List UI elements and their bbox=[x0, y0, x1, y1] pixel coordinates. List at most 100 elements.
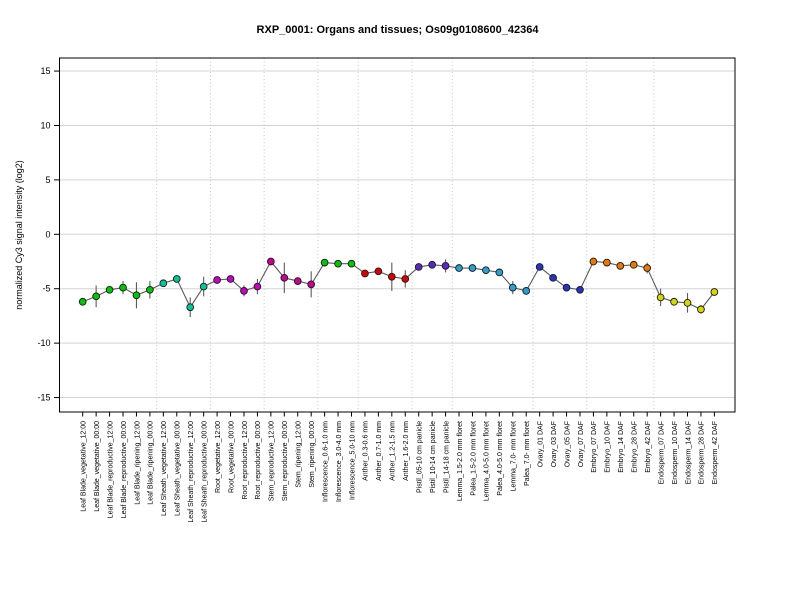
y-tick-label: -5 bbox=[42, 284, 50, 294]
x-category-label: Embryo_28 DAF bbox=[632, 421, 639, 473]
x-category-label: Inflorescence_3.0-4.0 mm bbox=[336, 421, 343, 502]
y-tick-label: 15 bbox=[40, 66, 50, 76]
data-point bbox=[697, 305, 705, 314]
data-point bbox=[428, 260, 436, 269]
x-category-label: Leaf Blade_ripening_00:00 bbox=[148, 421, 155, 505]
x-category-label: Palea_7.0- mm floret bbox=[524, 421, 531, 486]
x-category-label: Endosperm_42 DAF bbox=[712, 421, 719, 484]
data-point bbox=[414, 263, 423, 271]
x-category-label: Lemma_7.0- mm floret bbox=[511, 421, 518, 491]
x-category-label: Anther_0.7-1.0 mm bbox=[376, 421, 383, 481]
data-point bbox=[441, 262, 450, 270]
data-point bbox=[387, 272, 396, 281]
x-category-label: Anther_0.3-0.6 mm bbox=[363, 421, 370, 481]
x-category-label: Leaf Blade_vegetative_00:00 bbox=[94, 421, 101, 512]
data-point bbox=[468, 264, 477, 272]
x-category-label: Stem_ripening_12:00 bbox=[296, 421, 303, 488]
data-point bbox=[710, 288, 719, 296]
data-point bbox=[78, 297, 87, 306]
data-point bbox=[334, 259, 342, 268]
data-point bbox=[267, 257, 275, 266]
x-category-label: Root_reproductive_00:00 bbox=[255, 421, 262, 500]
data-point bbox=[132, 291, 141, 300]
x-category-label: Leaf Blade_reproductive_12:00 bbox=[107, 421, 114, 518]
x-category-label: Pistil_10-14 cm panicle bbox=[430, 421, 437, 493]
x-category-label: Leaf Blade_vegetative_12:00 bbox=[81, 421, 88, 512]
x-category-label: Endosperm_07 DAF bbox=[658, 421, 665, 484]
data-point bbox=[508, 283, 517, 292]
x-category-label: Leaf Blade_ripening_12:00 bbox=[134, 421, 141, 505]
x-category-label: Embryo_14 DAF bbox=[618, 421, 625, 473]
x-category-label: Root_reproductive_12:00 bbox=[242, 421, 249, 500]
data-point bbox=[105, 285, 114, 294]
x-category-label: Pistil_14-18 cm panicle bbox=[443, 421, 450, 493]
x-category-label: Stem_reproductive_00:00 bbox=[282, 421, 289, 501]
data-point bbox=[603, 258, 611, 267]
x-category-label: Endosperm_10 DAF bbox=[672, 421, 679, 484]
data-point bbox=[307, 280, 316, 289]
data-point bbox=[213, 276, 221, 284]
x-category-label: Anther_1.6-2.0 mm bbox=[403, 421, 410, 481]
data-point bbox=[616, 262, 625, 270]
x-category-label: Stem_ripening_00:00 bbox=[309, 421, 316, 488]
x-category-label: Ovary_03 DAF bbox=[551, 421, 558, 467]
data-point bbox=[146, 285, 154, 294]
x-category-label: Palea_1.5-2.0 mm floret bbox=[470, 421, 477, 496]
data-point bbox=[280, 273, 289, 282]
x-category-label: Palea_4.0-5.0 mm floret bbox=[497, 421, 504, 496]
x-category-label: Lemma_4.0-5.0 mm floret bbox=[484, 421, 491, 501]
x-category-label: Leaf Blade_reproductive_00:00 bbox=[121, 421, 128, 518]
data-point bbox=[159, 279, 168, 288]
x-category-label: Leaf Sheath_reproductive_12:00 bbox=[188, 421, 195, 523]
x-category-label: Embryo_07 DAF bbox=[591, 421, 598, 473]
data-point bbox=[240, 287, 248, 295]
x-category-label: Leaf Sheath_reproductive_00:00 bbox=[201, 421, 208, 523]
x-category-label: Endosperm_28 DAF bbox=[699, 421, 706, 484]
x-category-label: Embryo_10 DAF bbox=[605, 421, 612, 473]
data-point bbox=[629, 260, 638, 269]
x-category-label: Inflorescence_0.6-1.0 mm bbox=[322, 421, 329, 502]
data-point bbox=[253, 282, 262, 291]
y-tick-label: 0 bbox=[45, 229, 50, 239]
data-point bbox=[119, 283, 127, 292]
x-category-label: Ovary_07 DAF bbox=[578, 421, 585, 467]
data-point bbox=[226, 275, 235, 283]
x-category-label: Endosperm_14 DAF bbox=[685, 421, 692, 484]
data-point bbox=[401, 275, 410, 283]
data-point bbox=[482, 266, 490, 275]
x-category-label: Ovary_05 DAF bbox=[564, 421, 571, 467]
data-point bbox=[535, 263, 544, 271]
data-point bbox=[576, 285, 584, 294]
y-tick-label: 10 bbox=[40, 120, 50, 130]
data-point bbox=[643, 264, 652, 272]
data-point bbox=[92, 292, 100, 301]
data-point bbox=[562, 283, 571, 292]
x-category-label: Anther_1.2-1.5 mm bbox=[390, 421, 397, 481]
data-point bbox=[495, 268, 504, 277]
y-tick-label: -10 bbox=[37, 338, 50, 348]
data-point bbox=[683, 299, 692, 307]
x-category-label: Lemma_1.5-2.0 mm floret bbox=[457, 421, 464, 501]
x-category-label: Inflorescence_5.0-10 mm bbox=[349, 421, 356, 500]
x-category-label: Leaf Sheath_vegetative_00:00 bbox=[175, 421, 182, 516]
x-category-label: Leaf Sheath_vegetative_12:00 bbox=[161, 421, 168, 516]
data-point bbox=[656, 293, 665, 302]
data-point bbox=[374, 267, 383, 276]
x-category-label: Pistil_05-10 cm panicle bbox=[417, 421, 424, 493]
x-category-label: Embryo_42 DAF bbox=[645, 421, 652, 473]
plot-frame bbox=[59, 57, 736, 413]
data-point bbox=[347, 259, 356, 268]
chart-title: RXP_0001: Organs and tissues; Os09g01086… bbox=[256, 24, 539, 36]
data-point bbox=[172, 275, 181, 283]
y-tick-label: 5 bbox=[45, 175, 50, 185]
data-point bbox=[361, 269, 369, 278]
x-category-label: Root_vegetative_12:00 bbox=[215, 421, 222, 493]
data-point bbox=[199, 282, 208, 291]
x-category-label: Ovary_01 DAF bbox=[537, 421, 544, 467]
data-point bbox=[589, 257, 598, 266]
data-point bbox=[522, 287, 531, 295]
data-point bbox=[186, 303, 195, 312]
data-point bbox=[320, 258, 329, 267]
x-category-label: Root_vegetative_00:00 bbox=[228, 421, 235, 493]
